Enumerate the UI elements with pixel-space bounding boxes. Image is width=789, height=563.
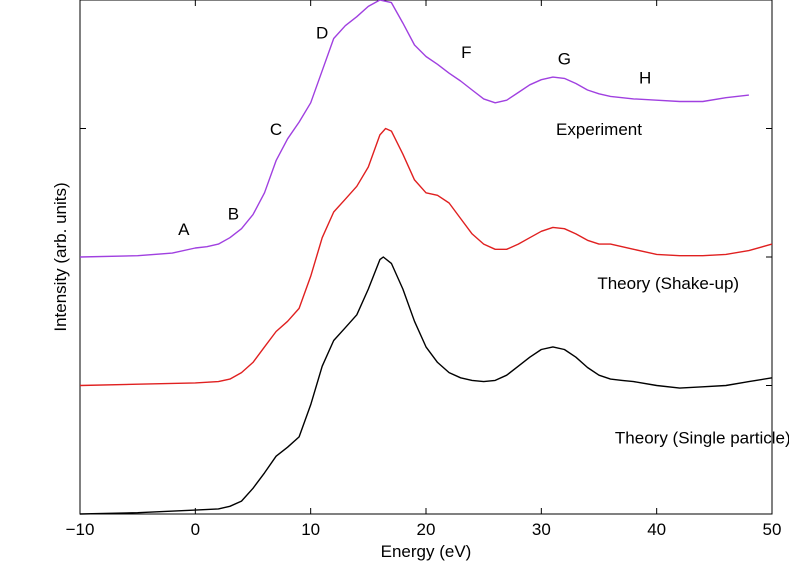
series-line-0 xyxy=(79,0,749,258)
annotation-label: D xyxy=(316,24,328,43)
series-line-2 xyxy=(79,256,773,515)
x-tick-label: 30 xyxy=(532,520,551,539)
annotation-label: A xyxy=(178,220,190,239)
x-axis-title: Energy (eV) xyxy=(381,542,472,561)
x-tick-label: 20 xyxy=(417,520,436,539)
annotation-label: H xyxy=(639,69,651,88)
y-axis-title: Intensity (arb. units) xyxy=(51,182,70,331)
annotation-label: G xyxy=(558,49,571,68)
annotation-label: Theory (Shake-up) xyxy=(597,274,739,293)
x-tick-label: 0 xyxy=(191,520,200,539)
x-tick-label: −10 xyxy=(66,520,95,539)
annotation-label: Experiment xyxy=(556,120,642,139)
series-line-1 xyxy=(79,127,773,387)
annotation-label: C xyxy=(270,120,282,139)
x-tick-label: 10 xyxy=(301,520,320,539)
annotation-label: F xyxy=(461,43,471,62)
annotation-label: Theory (Single particle) xyxy=(615,428,789,447)
x-tick-label: 40 xyxy=(647,520,666,539)
annotation-label: B xyxy=(228,205,239,224)
x-tick-label: 50 xyxy=(763,520,782,539)
